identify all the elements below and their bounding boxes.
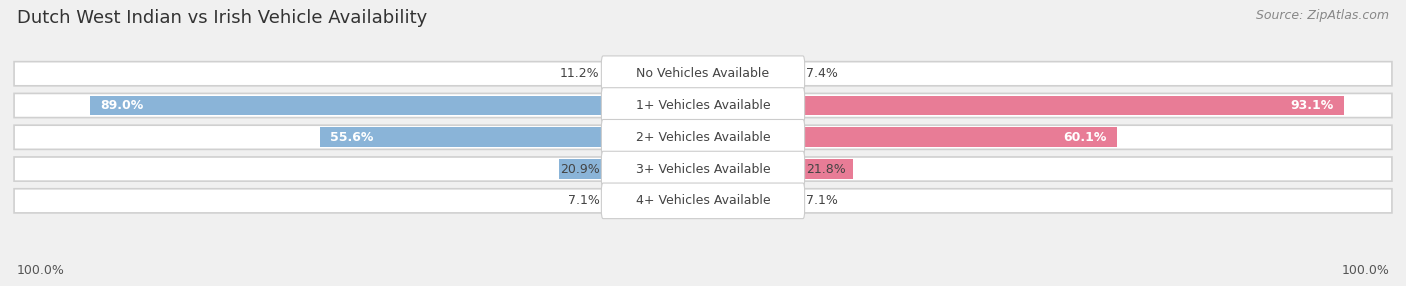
Text: 1+ Vehicles Available: 1+ Vehicles Available: [636, 99, 770, 112]
Text: 7.1%: 7.1%: [568, 194, 599, 207]
Text: No Vehicles Available: No Vehicles Available: [637, 67, 769, 80]
Bar: [703, 64, 754, 84]
FancyBboxPatch shape: [602, 120, 804, 155]
Text: 21.8%: 21.8%: [807, 162, 846, 176]
Text: 60.1%: 60.1%: [1063, 131, 1107, 144]
Text: 4+ Vehicles Available: 4+ Vehicles Available: [636, 194, 770, 207]
Bar: [321, 128, 703, 147]
FancyBboxPatch shape: [14, 125, 1392, 149]
Text: 89.0%: 89.0%: [100, 99, 143, 112]
Bar: [703, 159, 853, 179]
Bar: [703, 96, 1344, 115]
Bar: [703, 191, 752, 211]
Bar: [703, 128, 1116, 147]
Bar: [626, 64, 703, 84]
Text: 7.1%: 7.1%: [807, 194, 838, 207]
Bar: [560, 159, 703, 179]
Text: Dutch West Indian vs Irish Vehicle Availability: Dutch West Indian vs Irish Vehicle Avail…: [17, 9, 427, 27]
FancyBboxPatch shape: [14, 62, 1392, 86]
Text: 100.0%: 100.0%: [1341, 265, 1389, 277]
FancyBboxPatch shape: [602, 56, 804, 92]
Text: 100.0%: 100.0%: [17, 265, 65, 277]
Bar: [90, 96, 703, 115]
FancyBboxPatch shape: [14, 157, 1392, 181]
FancyBboxPatch shape: [14, 94, 1392, 118]
Text: 11.2%: 11.2%: [560, 67, 599, 80]
Text: 3+ Vehicles Available: 3+ Vehicles Available: [636, 162, 770, 176]
Text: Source: ZipAtlas.com: Source: ZipAtlas.com: [1256, 9, 1389, 21]
FancyBboxPatch shape: [602, 151, 804, 187]
Text: 2+ Vehicles Available: 2+ Vehicles Available: [636, 131, 770, 144]
Text: 20.9%: 20.9%: [560, 162, 599, 176]
FancyBboxPatch shape: [602, 183, 804, 219]
Text: 93.1%: 93.1%: [1291, 99, 1334, 112]
Bar: [654, 191, 703, 211]
Text: 55.6%: 55.6%: [330, 131, 374, 144]
FancyBboxPatch shape: [14, 189, 1392, 213]
Text: 7.4%: 7.4%: [807, 67, 838, 80]
FancyBboxPatch shape: [602, 88, 804, 123]
